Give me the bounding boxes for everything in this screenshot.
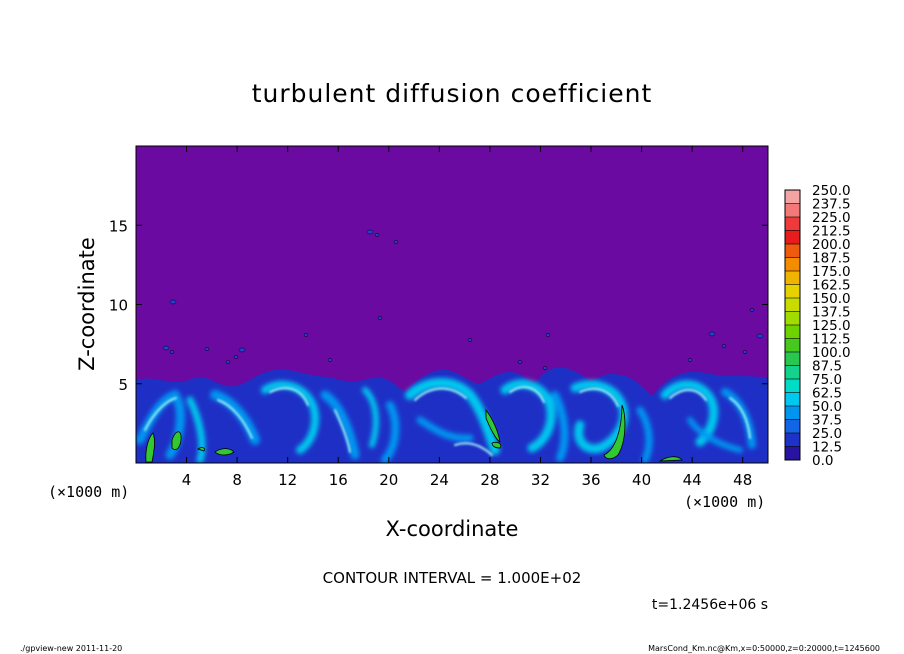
- x-tick-label: 24: [430, 471, 449, 489]
- x-axis-label: X-coordinate: [386, 517, 519, 541]
- x-tick-label: 28: [480, 471, 499, 489]
- x-tick-label: 48: [733, 471, 752, 489]
- chart-title: turbulent diffusion coefficient: [252, 79, 653, 108]
- x-tick-label: 40: [632, 471, 651, 489]
- x-axis: 4 8 12 16 20 24 28 32 36 40 44 48: [182, 146, 752, 489]
- colorbar-swatch: [785, 406, 800, 420]
- colorbar-label: 62.5: [812, 386, 842, 402]
- x-tick-label: 32: [531, 471, 550, 489]
- colorbar-label: 100.0: [812, 345, 851, 361]
- x-tick-label: 44: [683, 471, 702, 489]
- colorbar-swatch: [785, 338, 800, 352]
- colorbar-label: 150.0: [812, 291, 851, 307]
- colorbar-label: 225.0: [812, 210, 851, 226]
- colorbar-label: 25.0: [812, 426, 842, 442]
- colorbar-label: 237.5: [812, 197, 851, 213]
- colorbar-swatch: [785, 352, 800, 366]
- colorbar-label: 212.5: [812, 224, 851, 240]
- footer-right: MarsCond_Km.nc@Km,x=0:50000,z=0:20000,t=…: [648, 644, 880, 653]
- y-tick-label: 10: [109, 297, 128, 315]
- x-tick-label: 8: [232, 471, 242, 489]
- colorbar-label: 112.5: [812, 332, 851, 348]
- footer-left: ./gpview-new 2011-11-20: [20, 644, 122, 653]
- y-tick-label: 5: [118, 376, 128, 394]
- colorbar-label: 87.5: [812, 359, 842, 375]
- plot-area: [136, 146, 768, 463]
- colorbar: 250.0237.5225.0212.5200.0187.5175.0162.5…: [784, 183, 851, 469]
- colorbar-swatch: [785, 325, 800, 339]
- x-tick-label: 36: [581, 471, 600, 489]
- colorbar-label: 137.5: [812, 305, 851, 321]
- colorbar-label: 162.5: [812, 278, 851, 294]
- colorbar-swatch: [785, 190, 800, 204]
- colorbar-swatch: [785, 298, 800, 312]
- contour-interval: CONTOUR INTERVAL = 1.000E+02: [323, 569, 582, 587]
- y-axis: 5 10 15: [109, 217, 768, 394]
- colorbar-label: 125.0: [812, 318, 851, 334]
- colorbar-swatch: [785, 419, 800, 433]
- colorbar-label: 50.0: [812, 399, 842, 415]
- colorbar-swatch: [785, 257, 800, 271]
- x-tick-label: 20: [379, 471, 398, 489]
- colorbar-swatch: [785, 311, 800, 325]
- colorbar-swatch: [785, 379, 800, 393]
- x-unit-left: (×1000 m): [48, 483, 129, 501]
- colorbar-swatch: [785, 392, 800, 406]
- colorbar-label: 12.5: [812, 440, 842, 456]
- colorbar-swatch: [785, 203, 800, 217]
- x-tick-label: 16: [329, 471, 348, 489]
- colorbar-label: 200.0: [812, 237, 851, 253]
- colorbar-label: 37.5: [812, 413, 842, 429]
- colorbar-swatch: [785, 365, 800, 379]
- colorbar-swatch: [785, 446, 800, 460]
- colorbar-swatch: [785, 230, 800, 244]
- colorbar-label: 0.0: [812, 453, 833, 469]
- y-tick-label: 15: [109, 217, 128, 235]
- colorbar-label: 250.0: [812, 183, 851, 199]
- colorbar-label: 75.0: [812, 372, 842, 388]
- colorbar-swatch: [785, 284, 800, 298]
- x-tick-label: 4: [182, 471, 192, 489]
- colorbar-swatch: [785, 217, 800, 231]
- time-label: t=1.2456e+06 s: [652, 597, 768, 613]
- colorbar-swatch: [785, 271, 800, 285]
- x-unit-right: (×1000 m): [684, 493, 765, 511]
- colorbar-swatch: [785, 244, 800, 258]
- scattered-blobs: [162, 229, 764, 370]
- colorbar-label: 175.0: [812, 264, 851, 280]
- y-axis-label: Z-coordinate: [75, 237, 99, 371]
- colorbar-label: 187.5: [812, 251, 851, 267]
- contour-100-patches: [145, 404, 683, 463]
- x-tick-label: 12: [278, 471, 297, 489]
- colorbar-swatch: [785, 433, 800, 447]
